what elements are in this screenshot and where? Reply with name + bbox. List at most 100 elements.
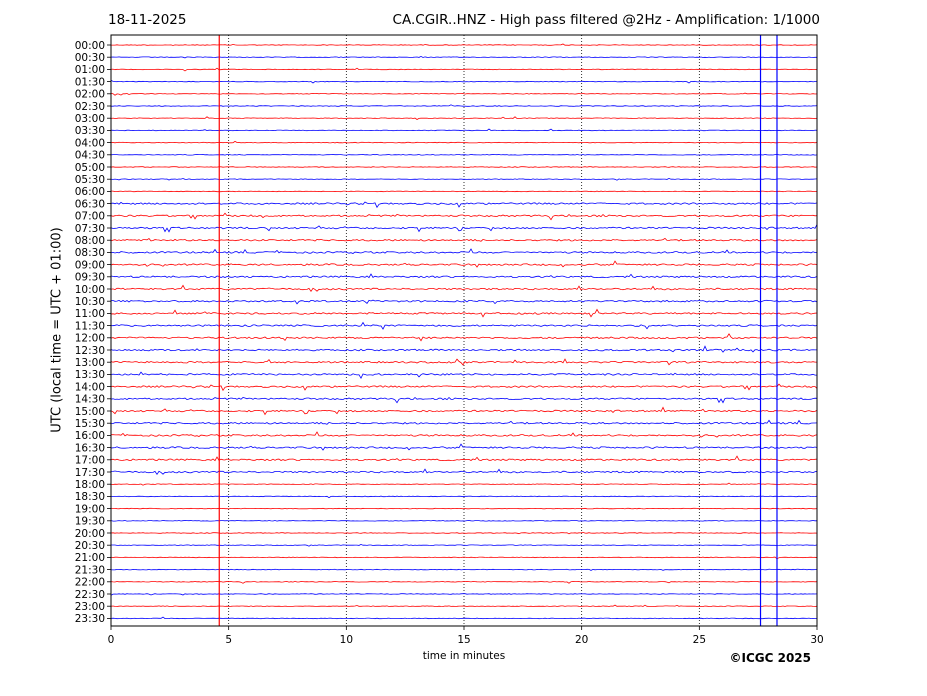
y-tick-label: 03:00: [75, 113, 105, 125]
trace-22:30: [110, 593, 818, 597]
trace-16:30: [110, 443, 818, 451]
y-tick-label: 14:30: [75, 394, 105, 406]
trace-09:00: [110, 260, 818, 268]
y-tick-label: 23:30: [75, 613, 105, 625]
trace-07:30: [110, 224, 818, 233]
trace-07:00: [110, 212, 818, 221]
y-tick-label: 07:00: [75, 211, 105, 223]
y-tick-label: 00:30: [75, 52, 105, 64]
trace-17:00: [110, 455, 818, 462]
y-tick-label: 00:00: [75, 40, 105, 52]
y-tick-label: 01:30: [75, 76, 105, 88]
y-tick-label: 12:30: [75, 345, 105, 357]
x-tick-labels: 0 5 10 15 20 25 30: [108, 626, 824, 646]
trace-05:00: [110, 166, 818, 168]
trace-14:30: [110, 396, 818, 404]
y-tick-label: 22:30: [75, 589, 105, 601]
x-tick-label: 10: [340, 634, 353, 646]
trace-22:00: [110, 580, 818, 584]
trace-20:00: [110, 531, 818, 535]
y-tick-label: 16:30: [75, 442, 105, 454]
y-axis-label: UTC (local time = UTC + 01:00): [49, 227, 65, 433]
trace-01:30: [110, 79, 817, 84]
date-label: 18-11-2025: [108, 12, 187, 28]
y-tick-label: 11:00: [75, 308, 105, 320]
trace-00:00: [110, 43, 818, 46]
y-tick-label: 06:00: [75, 186, 105, 198]
trace-11:30: [110, 321, 818, 330]
chart-title: CA.CGIR..HNZ - High pass filtered @2Hz -…: [392, 12, 820, 28]
y-tick-label: 14:00: [75, 381, 105, 393]
trace-03:30: [110, 128, 818, 132]
trace-02:30: [110, 104, 818, 107]
trace-09:30: [110, 273, 818, 279]
trace-06:30: [110, 201, 818, 209]
trace-05:30: [110, 177, 818, 181]
x-tick-label: 5: [225, 634, 232, 646]
trace-18:00: [110, 482, 817, 486]
y-tick-label: 19:30: [75, 516, 105, 528]
trace-06:00: [110, 190, 817, 193]
y-tick-label: 22:00: [75, 577, 105, 589]
x-tick-label: 15: [457, 634, 470, 646]
y-tick-label: 11:30: [75, 320, 105, 332]
trace-10:30: [110, 299, 818, 305]
event-lines: [218, 35, 778, 626]
y-tick-label: 17:30: [75, 467, 105, 479]
x-tick-label: 0: [108, 634, 115, 646]
trace-00:30: [110, 55, 817, 59]
y-tick-label: 19:00: [75, 503, 105, 515]
y-tick-label: 10:30: [75, 296, 105, 308]
trace-02:00: [110, 92, 818, 96]
trace-lines: [110, 43, 818, 620]
x-axis-label: time in minutes: [422, 650, 506, 662]
trace-21:00: [110, 556, 818, 560]
y-tick-label: 13:00: [75, 357, 105, 369]
y-tick-label: 20:30: [75, 540, 105, 552]
x-tick-label: 20: [575, 634, 588, 646]
y-tick-label: 13:30: [75, 369, 105, 381]
y-tick-label: 17:00: [75, 455, 105, 467]
trace-23:00: [110, 604, 818, 607]
y-tick-label: 20:00: [75, 528, 105, 540]
trace-21:30: [110, 568, 818, 571]
trace-04:00: [110, 140, 818, 144]
y-tick-label: 23:00: [75, 601, 105, 613]
y-tick-label: 09:00: [75, 259, 105, 271]
y-tick-label: 08:30: [75, 247, 105, 259]
trace-15:00: [110, 406, 818, 416]
trace-08:00: [110, 237, 818, 242]
x-tick-label: 25: [693, 634, 706, 646]
trace-12:00: [110, 333, 818, 342]
y-tick-label: 15:00: [75, 406, 105, 418]
trace-16:00: [110, 431, 818, 438]
y-tick-label: 05:00: [75, 162, 105, 174]
y-tick-label: 08:00: [75, 235, 105, 247]
trace-12:30: [110, 345, 817, 353]
y-tick-label: 21:30: [75, 564, 105, 576]
y-tick-labels: 00:0000:3001:0001:3002:0002:3003:0003:30…: [75, 40, 111, 625]
y-tick-label: 02:00: [75, 89, 105, 101]
grid-lines: [228, 35, 700, 626]
y-tick-label: 16:00: [75, 430, 105, 442]
y-tick-label: 10:00: [75, 284, 105, 296]
y-tick-label: 09:30: [75, 272, 105, 284]
y-tick-label: 01:00: [75, 64, 105, 76]
plot-frame: [110, 34, 818, 627]
trace-17:30: [110, 468, 818, 476]
trace-14:00: [110, 383, 818, 392]
trace-11:00: [110, 308, 818, 318]
trace-19:30: [110, 519, 817, 522]
y-tick-label: 02:30: [75, 101, 105, 113]
y-tick-label: 07:30: [75, 223, 105, 235]
trace-13:00: [110, 358, 817, 366]
trace-19:00: [110, 507, 818, 510]
trace-04:30: [110, 154, 818, 156]
copyright-label: ©ICGC 2025: [729, 651, 811, 665]
trace-01:00: [110, 67, 818, 72]
y-tick-label: 05:30: [75, 174, 105, 186]
y-tick-label: 04:00: [75, 137, 105, 149]
y-tick-label: 18:00: [75, 479, 105, 491]
trace-23:30: [110, 616, 817, 620]
